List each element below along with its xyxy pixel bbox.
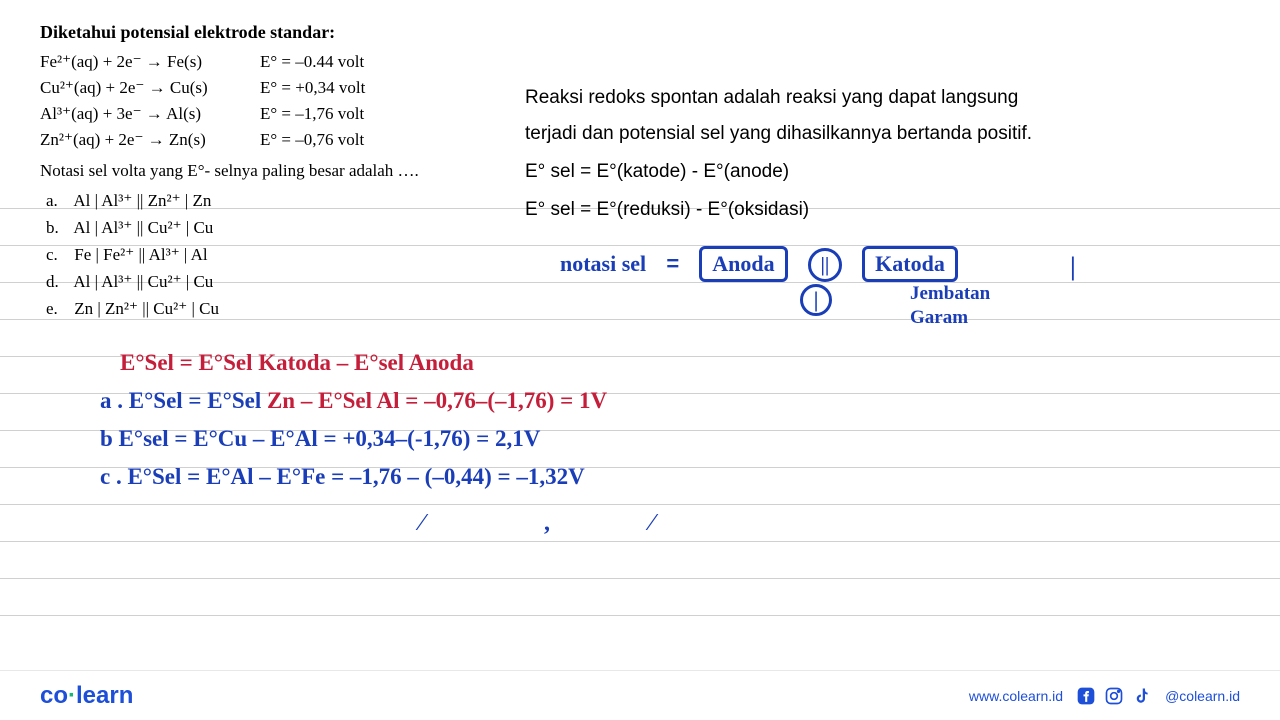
jembatan-garam-label: Jembatan Garam [910,282,990,330]
option-letter: e. [46,295,70,322]
problem-title: Diketahui potensial elektrode standar: [40,22,1240,43]
single-bar-right: | [1070,252,1076,282]
footer-right: www.colearn.id @colearn.id [969,685,1240,707]
notasi-label: notasi sel [560,251,646,276]
footer-url: www.colearn.id [969,688,1063,704]
calc-a: a . E°Sel = E°Sel Zn – E°Sel Al = –0,76–… [100,382,607,420]
explanation-line-1: Reaksi redoks spontan adalah reaksi yang… [525,80,1225,116]
equation-rhs: E° = +0,34 volt [260,75,440,101]
formula-1: E° sel = E°(katode) - E°(anode) [525,154,1225,190]
stray-marks: ⁄,⁄ [420,510,654,537]
anoda-box: Anoda [699,246,787,282]
option-text: Al | Al³⁺ || Zn²⁺ | Zn [73,191,211,210]
equation-lhs: Zn²⁺(aq) + 2e⁻ → Zn(s) [40,127,260,153]
instagram-icon [1103,685,1125,707]
option-e: e. Zn | Zn²⁺ || Cu²⁺ | Cu [46,295,1240,322]
equation-rhs: E° = –1,76 volt [260,101,440,127]
explanation-line-2: terjadi dan potensial sel yang dihasilka… [525,116,1225,152]
colearn-logo: co·learn [40,682,133,710]
footer-handle: @colearn.id [1165,688,1240,704]
tiktok-icon [1131,685,1153,707]
option-letter: c. [46,241,70,268]
equation-rhs: E° = –0.44 volt [260,49,440,75]
formula-2: E° sel = E°(reduksi) - E°(oksidasi) [525,192,1225,228]
facebook-icon [1075,685,1097,707]
explanation-panel: Reaksi redoks spontan adalah reaksi yang… [525,80,1225,228]
option-letter: a. [46,187,70,214]
option-text: Zn | Zn²⁺ || Cu²⁺ | Cu [74,299,219,318]
calc-b: b E°sel = E°Cu – E°Al = +0,34–(-1,76) = … [100,420,607,458]
logo-part-1: co [40,682,68,709]
option-letter: b. [46,214,70,241]
notasi-diagram: notasi sel = Anoda || Katoda [560,246,958,282]
option-text: Al | Al³⁺ || Cu²⁺ | Cu [73,272,213,291]
calc-header: E°Sel = E°Sel Katoda – E°sel Anoda [120,344,607,382]
equation-lhs: Al³⁺(aq) + 3e⁻ → Al(s) [40,101,260,127]
equation-row: Fe²⁺(aq) + 2e⁻ → Fe(s) E° = –0.44 volt [40,49,1240,75]
social-icons [1075,685,1153,707]
equation-lhs: Fe²⁺(aq) + 2e⁻ → Fe(s) [40,49,260,75]
equals: = [666,251,679,276]
garam-text: Garam [910,306,990,330]
calculations: E°Sel = E°Sel Katoda – E°sel Anoda a . E… [120,344,607,496]
footer: co·learn www.colearn.id @colearn.id [0,670,1280,720]
equation-rhs: E° = –0,76 volt [260,127,440,153]
option-text: Fe | Fe²⁺ || Al³⁺ | Al [74,245,207,264]
logo-dot-icon: · [68,682,76,709]
double-bar-circle: || [808,248,842,282]
calc-a-red: Zn – E°Sel Al = –0,76–(–1,76) = 1V [267,388,607,413]
calc-c: c . E°Sel = E°Al – E°Fe = –1,76 – (–0,44… [100,458,607,496]
option-letter: d. [46,268,70,295]
calc-a-blue: a . E°Sel = E°Sel [100,388,267,413]
katoda-box: Katoda [862,246,958,282]
option-text: Al | Al³⁺ || Cu²⁺ | Cu [73,218,213,237]
logo-part-2: learn [76,682,133,709]
single-bar-circle: | [800,284,832,316]
equation-lhs: Cu²⁺(aq) + 2e⁻ → Cu(s) [40,75,260,101]
jembatan-text: Jembatan [910,282,990,306]
